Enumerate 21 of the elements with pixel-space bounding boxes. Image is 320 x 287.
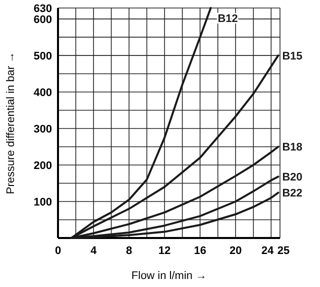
x-tick-label: 24	[261, 245, 275, 257]
x-tick-label: 20	[229, 245, 242, 257]
x-axis-title: Flow in l/min →	[131, 270, 207, 282]
series-label: B15	[282, 50, 302, 62]
x-tick-label: 12	[158, 245, 171, 257]
series-label: B22	[282, 188, 302, 200]
y-tick-label: 300	[34, 123, 52, 136]
series-label: B18	[282, 142, 302, 154]
y-tick-label: 630	[34, 3, 52, 15]
x-tick-label: 0	[54, 245, 62, 257]
y-tick-label: 400	[34, 86, 52, 99]
y-tick-label: 500	[34, 50, 52, 62]
y-tick-label: 100	[34, 196, 52, 208]
y-axis-title: Pressure differential in bar →	[5, 52, 17, 194]
x-tick-label: 25	[277, 245, 290, 257]
y-tick-label: 600	[34, 14, 52, 26]
series-label: B20	[282, 172, 302, 184]
y-tick-label: 200	[34, 160, 52, 172]
x-tick-label: 8	[126, 245, 132, 257]
x-tick-label: 4	[90, 245, 98, 257]
x-tick-label: 16	[194, 245, 206, 257]
